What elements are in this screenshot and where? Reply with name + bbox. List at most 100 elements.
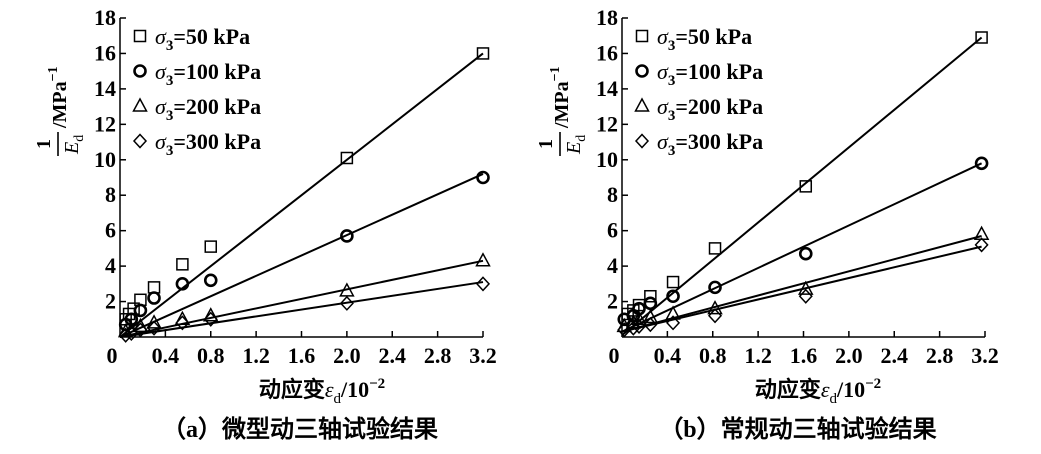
legend-subscript: 3 <box>166 73 174 89</box>
legend-value: =300 kPa <box>675 129 763 154</box>
x-tick-label: 0 <box>107 343 118 368</box>
data-point-triangle <box>146 314 162 329</box>
data-point-circle <box>124 312 139 327</box>
legend-label: σ3=50 kPa <box>657 24 752 54</box>
fit-line <box>621 245 982 333</box>
legend-label: σ3=100 kPa <box>657 59 763 89</box>
x-tick-label: 3.2 <box>971 343 999 368</box>
y-label-base: E <box>563 142 585 155</box>
data-point-diamond <box>339 295 354 311</box>
y-label-unit-text: /MPa <box>551 81 573 129</box>
panel-caption: （b）常规动三轴试验结果 <box>659 415 936 443</box>
legend-value: =100 kPa <box>675 59 763 84</box>
legend-label: σ3=100 kPa <box>155 59 261 89</box>
data-point-triangle <box>174 310 191 326</box>
y-label-unit-text: /MPa <box>49 81 71 129</box>
y-tick-label: 4 <box>105 253 116 278</box>
x-tick-label: 2.8 <box>926 343 954 368</box>
legend-value: =200 kPa <box>173 94 261 119</box>
y-tick-label: 18 <box>94 5 116 30</box>
data-point-triangle <box>475 252 491 267</box>
series-diamond <box>617 237 989 338</box>
legend-value: =200 kPa <box>675 94 763 119</box>
legend-symbol: σ <box>657 129 669 154</box>
y-tick-label: 16 <box>596 40 618 65</box>
legend-label: σ3=200 kPa <box>657 94 763 124</box>
y-axis-label: 1 Ed/MPa−1 <box>33 66 87 156</box>
y-tick-label: 16 <box>94 40 116 65</box>
legend-symbol: σ <box>657 59 669 84</box>
x-label-symbol: ε <box>325 377 334 402</box>
data-point-square <box>204 240 217 253</box>
legend-marker-diamond <box>132 133 148 149</box>
data-point-square <box>666 275 680 289</box>
series-circle <box>617 156 989 333</box>
x-tick-label: 1.2 <box>744 343 772 368</box>
fit-line <box>621 235 982 333</box>
chart-panel-a: 2 4 6 8 10 12 14 16 18 0 0.4 0.8 1.2 1.6 2.0 2.4 2.8 3.2 σ… <box>33 5 497 443</box>
x-tick-label: 2.4 <box>379 343 407 368</box>
legend-marker-circle <box>133 64 147 78</box>
x-tick-label: 0 <box>609 343 620 368</box>
data-point-circle <box>708 280 722 295</box>
x-tick-label: 0.4 <box>654 343 682 368</box>
data-point-triangle <box>631 310 647 326</box>
legend-subscript: 3 <box>668 143 676 159</box>
y-label-denominator: Ed <box>61 135 87 155</box>
data-point-circle <box>340 229 354 243</box>
fit-line <box>119 281 484 338</box>
data-point-square <box>644 289 657 303</box>
data-point-triangle <box>132 317 149 333</box>
x-tick-label: 0.8 <box>197 343 225 368</box>
x-axis-label: 动应变εd/10−2 <box>755 376 881 407</box>
x-tick-label: 1.6 <box>288 343 316 368</box>
data-point-circle <box>632 301 646 316</box>
data-point-circle <box>798 246 813 261</box>
legend-marker-square <box>133 29 147 43</box>
x-tick-label: 0.8 <box>699 343 727 368</box>
legend-symbol: σ <box>155 94 167 119</box>
y-label-unit: /MPa−1 <box>46 66 71 129</box>
data-point-circle <box>133 303 148 318</box>
y-label-exponent: −1 <box>548 66 563 81</box>
y-tick-label: 6 <box>607 218 618 243</box>
fit-line <box>621 162 983 333</box>
legend-label: σ3=50 kPa <box>155 24 250 54</box>
chart-panel-b: 2 4 6 8 10 12 14 16 18 0 0.4 0.8 1.2 1.6 2.0 2.4 2.8 3.2 σ… <box>535 5 999 443</box>
fit-line <box>119 173 484 338</box>
y-label-unit: /MPa−1 <box>548 66 573 129</box>
legend-subscript: 3 <box>668 73 676 89</box>
data-point-diamond <box>118 327 133 343</box>
legend-subscript: 3 <box>668 38 676 54</box>
x-tick-label: 2.4 <box>881 343 909 368</box>
data-point-circle <box>147 291 161 305</box>
y-label-denominator: Ed <box>563 135 589 155</box>
legend-symbol: σ <box>155 129 167 154</box>
legend-value: =50 kPa <box>675 24 752 49</box>
data-point-circle <box>974 156 989 171</box>
y-tick-label: 12 <box>94 111 116 136</box>
data-point-circle <box>203 273 218 288</box>
y-tick-label: 10 <box>94 147 116 172</box>
data-point-circle <box>476 170 490 185</box>
series-square <box>119 47 490 338</box>
legend-marker-triangle <box>634 97 650 112</box>
y-tick-label: 10 <box>596 147 618 172</box>
data-point-diamond <box>203 311 218 327</box>
x-label-exponent: −2 <box>369 376 385 392</box>
y-axis-label: 1 Ed/MPa−1 <box>535 66 589 156</box>
y-label-base: E <box>61 142 83 155</box>
y-label-exponent: −1 <box>46 66 61 81</box>
data-point-square <box>176 258 189 271</box>
legend-marker-circle <box>635 64 649 78</box>
legend-label: σ3=300 kPa <box>155 129 261 159</box>
x-label-exponent: −2 <box>865 376 881 392</box>
y-tick-label: 8 <box>607 182 618 207</box>
legend-marker-square <box>635 29 649 43</box>
legend-subscript: 3 <box>668 108 676 124</box>
data-point-square <box>476 47 490 60</box>
legend-symbol: σ <box>155 59 167 84</box>
y-tick-label: 14 <box>596 76 618 101</box>
